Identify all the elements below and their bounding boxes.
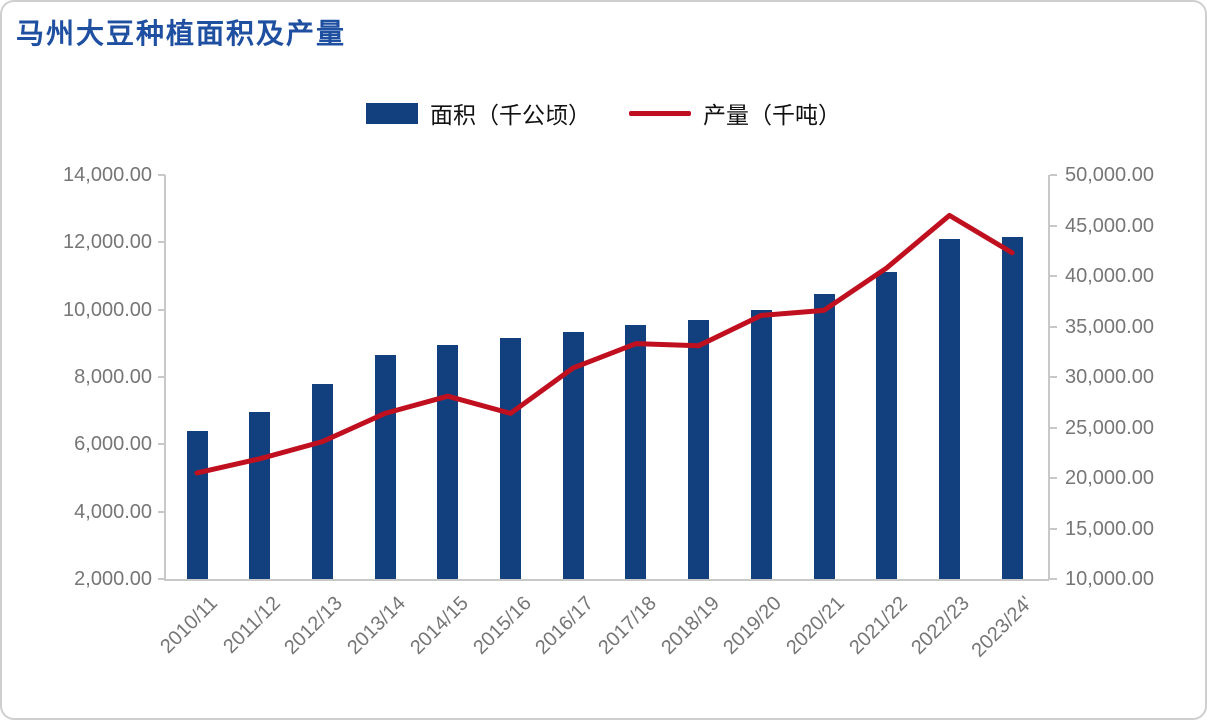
x-axis-label: 2015/16 xyxy=(468,592,536,659)
bar xyxy=(562,332,584,579)
bar xyxy=(249,412,271,579)
bar xyxy=(625,324,647,579)
left-axis-line xyxy=(164,175,166,580)
left-axis-tick-label: 6,000.00 xyxy=(74,433,152,456)
bar xyxy=(437,345,459,579)
right-axis-tick-label: 25,000.00 xyxy=(1065,416,1154,439)
bar xyxy=(688,319,710,579)
bar xyxy=(876,271,898,579)
left-axis-tickmark xyxy=(158,241,165,244)
x-axis-label: 2012/13 xyxy=(280,592,348,659)
bar xyxy=(186,430,208,579)
x-axis-label: 2022/23 xyxy=(907,592,975,659)
right-axis-tick-label: 45,000.00 xyxy=(1065,214,1154,237)
bar xyxy=(374,355,396,579)
right-axis-tick-label: 15,000.00 xyxy=(1065,517,1154,540)
left-axis-tickmark xyxy=(158,308,165,311)
right-axis-tickmark xyxy=(1050,174,1057,176)
right-axis-tick-label: 35,000.00 xyxy=(1065,315,1154,338)
x-axis-label: 2020/21 xyxy=(782,592,849,659)
left-axis-tickmark xyxy=(158,578,165,580)
right-axis-tickmark xyxy=(1050,376,1057,378)
x-axis-label: 2023/24' xyxy=(967,592,1037,662)
right-axis-tickmark xyxy=(1050,527,1057,530)
legend-production-label: 产量（千吨） xyxy=(703,103,841,128)
bar xyxy=(938,238,960,579)
right-axis-tick-label: 20,000.00 xyxy=(1065,467,1154,489)
x-axis-label: 2017/18 xyxy=(594,592,661,659)
bar xyxy=(813,293,835,579)
right-axis-tickmark xyxy=(1050,325,1057,328)
x-axis-label: 2013/14 xyxy=(343,592,410,659)
x-axis-label: 2014/15 xyxy=(405,592,473,659)
x-axis-label: 2018/19 xyxy=(656,592,724,659)
right-axis-tickmark xyxy=(1050,477,1057,479)
right-axis-line xyxy=(1048,175,1050,580)
legend-area-swatch xyxy=(366,102,418,124)
left-axis-tickmark xyxy=(158,174,165,176)
right-axis-tick-label: 30,000.00 xyxy=(1065,366,1154,388)
right-axis-tickmark xyxy=(1050,224,1057,227)
left-axis-tickmark xyxy=(158,510,165,513)
left-axis-tick-label: 10,000.00 xyxy=(63,298,152,321)
left-axis-tick-label: 2,000.00 xyxy=(74,568,152,590)
x-axis-line xyxy=(164,579,1049,581)
left-axis-tick-label: 4,000.00 xyxy=(74,500,152,523)
right-axis-tick-label: 40,000.00 xyxy=(1065,265,1154,287)
x-axis-label: 2011/12 xyxy=(218,592,285,658)
x-axis-label: 2016/17 xyxy=(531,592,599,659)
legend: 面积（千公顷） 产量（千吨） xyxy=(2,96,1205,130)
x-axis-label: 2021/22 xyxy=(844,592,912,659)
bar xyxy=(500,338,521,579)
bar xyxy=(311,383,333,579)
bar xyxy=(1001,236,1023,579)
left-axis-tickmark xyxy=(158,376,165,378)
bar xyxy=(750,309,772,579)
left-axis-tick-label: 8,000.00 xyxy=(74,366,152,388)
left-axis-tickmark xyxy=(158,443,165,446)
left-axis-tick-label: 12,000.00 xyxy=(63,231,152,254)
x-axis-label: 2010/11 xyxy=(156,592,222,658)
left-axis-tick-label: 14,000.00 xyxy=(63,164,152,186)
right-axis-tick-label: 10,000.00 xyxy=(1065,568,1154,590)
right-axis-tickmark xyxy=(1050,426,1057,429)
legend-area-label: 面积（千公顷） xyxy=(430,103,591,128)
right-axis-tickmark xyxy=(1050,578,1057,580)
right-axis-tickmark xyxy=(1050,275,1057,277)
x-axis-label: 2019/20 xyxy=(719,592,787,659)
right-axis-tick-label: 50,000.00 xyxy=(1065,164,1154,186)
legend-production-swatch xyxy=(629,110,691,116)
chart-title: 马州大豆种植面积及产量 xyxy=(16,19,347,50)
